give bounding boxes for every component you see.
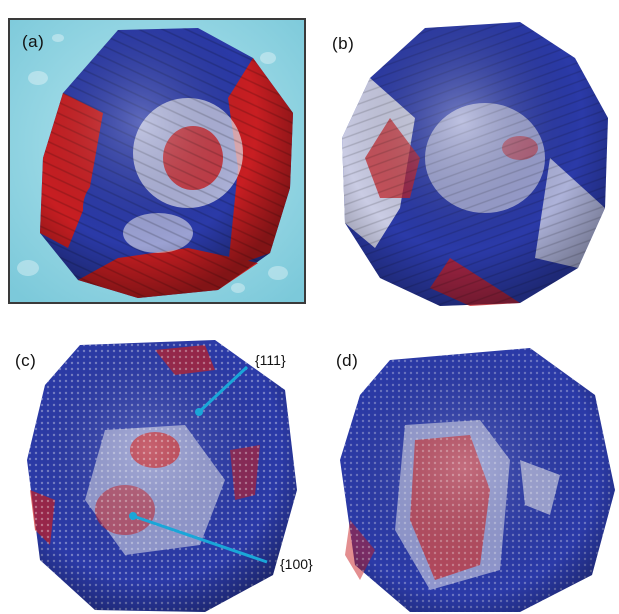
pointer-100-dot xyxy=(129,512,137,520)
nanoparticle-b xyxy=(342,22,608,306)
panel-b-label: (b) xyxy=(332,34,355,53)
facet-label-100: {100} xyxy=(280,556,313,572)
water-droplets xyxy=(17,34,292,293)
panel-d-image xyxy=(340,348,615,612)
nanoparticle-d xyxy=(340,348,615,612)
nanoparticle-c xyxy=(27,340,297,612)
facet-pointers xyxy=(129,365,268,564)
panel-b: (b) xyxy=(320,8,616,313)
panel-c: (c) {111} {100} xyxy=(15,330,315,614)
panel-d: (d) xyxy=(330,340,619,614)
panel-c-label: (c) xyxy=(15,351,37,370)
panel-a-label: (a) xyxy=(22,32,45,51)
pointer-100 xyxy=(132,514,268,564)
panel-d-label: (d) xyxy=(336,351,359,370)
panel-c-image xyxy=(27,340,297,612)
panel-a: (a) xyxy=(8,18,306,304)
nanoparticle-a xyxy=(40,28,293,298)
panel-b-image xyxy=(342,22,608,306)
pointer-111 xyxy=(197,365,249,414)
pointer-111-dot xyxy=(195,408,203,416)
panel-a-image xyxy=(8,18,306,304)
facet-label-111: {111} xyxy=(255,352,286,368)
